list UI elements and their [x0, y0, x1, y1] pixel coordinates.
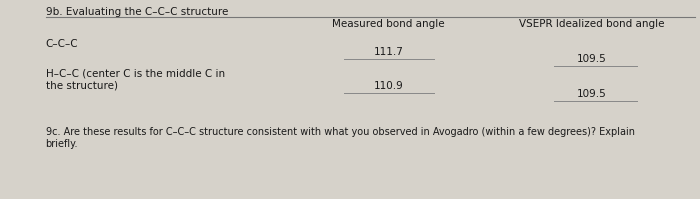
Text: 110.9: 110.9 [374, 81, 403, 91]
Text: H–C–C (center C is the middle C in: H–C–C (center C is the middle C in [46, 69, 225, 79]
Text: briefly.: briefly. [46, 139, 78, 149]
Text: 109.5: 109.5 [577, 54, 606, 64]
Text: 109.5: 109.5 [577, 89, 606, 99]
Text: 9b. Evaluating the C–C–C structure: 9b. Evaluating the C–C–C structure [46, 7, 228, 17]
Text: 9c. Are these results for C–C–C structure consistent with what you observed in A: 9c. Are these results for C–C–C structur… [46, 127, 634, 137]
Text: 111.7: 111.7 [374, 47, 403, 57]
Text: VSEPR Idealized bond angle: VSEPR Idealized bond angle [519, 19, 664, 29]
Text: the structure): the structure) [46, 81, 118, 91]
Text: Measured bond angle: Measured bond angle [332, 19, 444, 29]
Text: C–C–C: C–C–C [46, 39, 78, 49]
